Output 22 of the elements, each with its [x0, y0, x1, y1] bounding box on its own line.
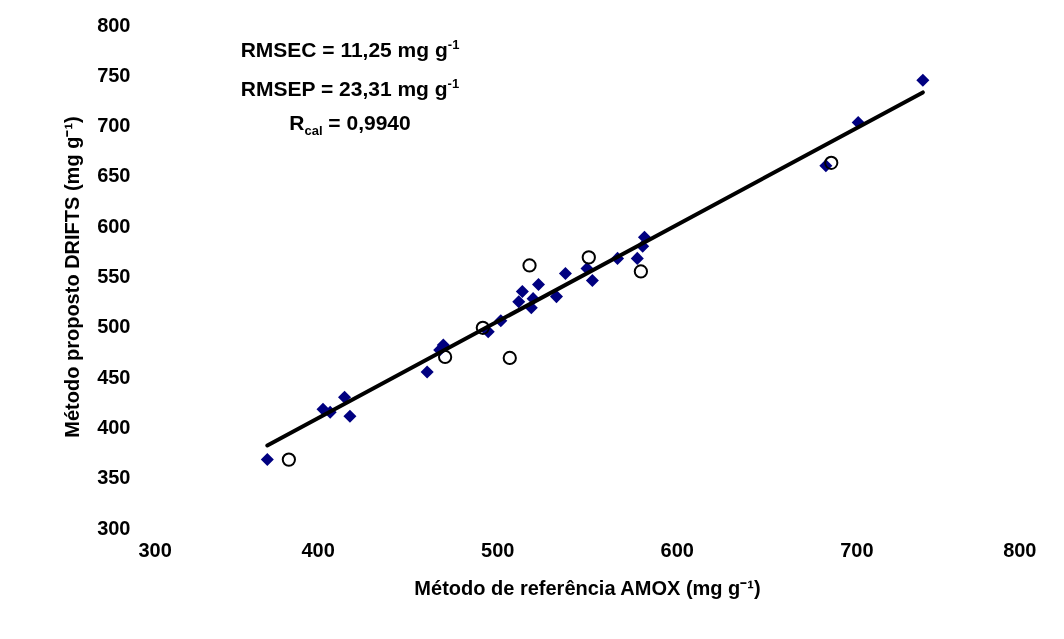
- y-tick-label: 550: [97, 265, 131, 287]
- x-tick-label: 600: [660, 538, 694, 561]
- y-tick-label: 300: [97, 516, 131, 539]
- y-axis-title: Método proposto DRIFTS (mg g⁻¹): [61, 116, 84, 438]
- x-tick-label: 700: [840, 538, 874, 561]
- y-tick-label: 700: [97, 114, 131, 137]
- y-tick-label: 600: [97, 214, 131, 237]
- y-tick-label: 450: [97, 365, 131, 388]
- x-tick-label: 400: [301, 538, 335, 561]
- x-axis-title: Método de referência AMOX (mg g⁻¹): [414, 576, 761, 599]
- x-tick-label: 800: [1003, 538, 1037, 561]
- y-tick-label: 800: [97, 13, 131, 36]
- y-tick-label: 750: [97, 63, 131, 86]
- x-tick-label: 500: [481, 538, 515, 561]
- annotation: RMSEP = 23,31 mg g$^{-1}$: [239, 75, 461, 102]
- y-tick-label: 650: [97, 164, 131, 187]
- y-tick-label: 400: [97, 415, 131, 438]
- y-tick-label: 500: [97, 315, 131, 338]
- annotation: RMSEC = 11,25 mg g$^{-1}$: [239, 36, 461, 63]
- annotation: R$_{cal}$ = 0,9940: [288, 110, 412, 141]
- y-tick-label: 350: [97, 466, 131, 489]
- x-tick-label: 300: [138, 538, 172, 561]
